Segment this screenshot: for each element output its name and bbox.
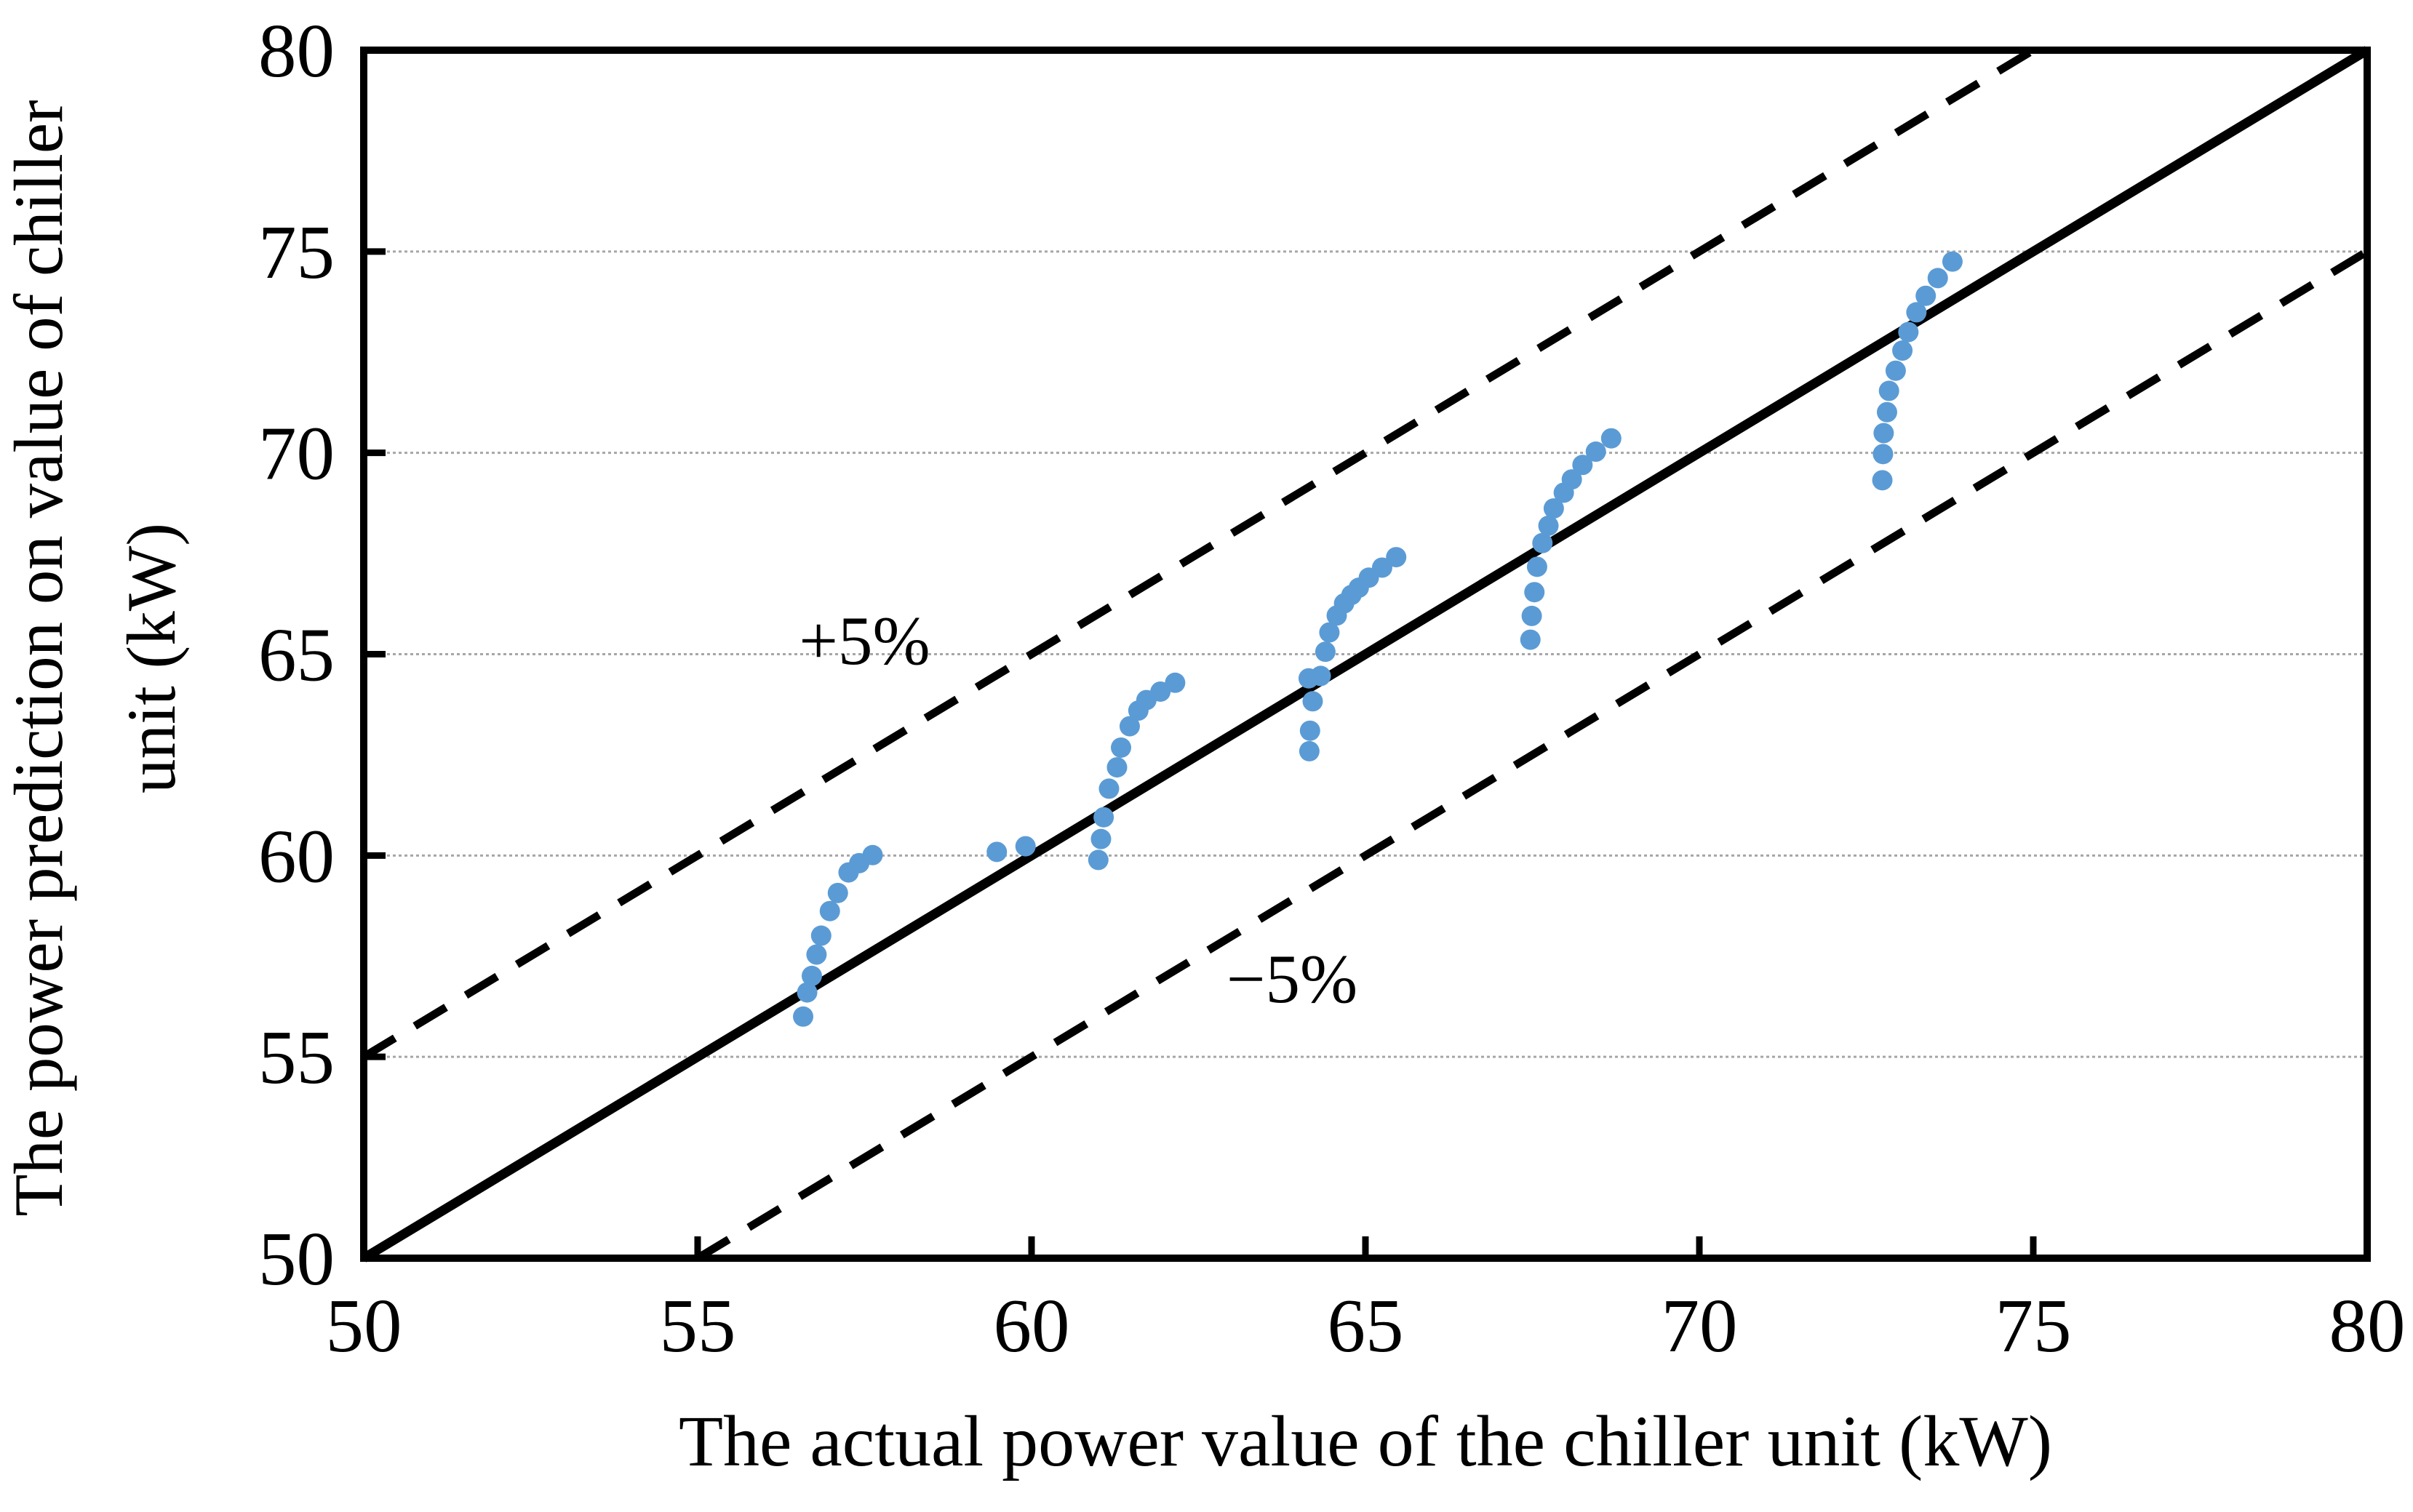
y-axis-tick-label-55: 55: [258, 1015, 335, 1100]
x-axis-tick-label-60: 60: [994, 1283, 1070, 1368]
data-point: [1310, 665, 1331, 687]
data-point: [1165, 672, 1186, 693]
data-point: [1150, 681, 1171, 702]
data-point: [1532, 532, 1553, 553]
data-point: [1885, 360, 1906, 381]
data-point: [1906, 302, 1927, 323]
reference-lines: +5% −5%: [361, 46, 2370, 1263]
axis-labels: 50 55 60 65 70 75 80 50 55 60 65 70 75 80 The actual p…: [0, 8, 2406, 1481]
x-axis-title: The actual power value of the chiller un…: [679, 1401, 2052, 1481]
data-point: [1299, 720, 1320, 741]
x-axis-tick-label-80: 80: [2329, 1283, 2406, 1368]
data-point: [1521, 605, 1542, 626]
data-point: [1106, 757, 1128, 778]
data-point: [793, 1006, 814, 1027]
data-point: [1386, 547, 1407, 568]
ref-line-minus5: [695, 248, 2369, 1262]
y-axis-title-line-1: The power prediction on value of chiller: [0, 100, 77, 1216]
data-point: [1119, 716, 1140, 737]
data-point: [1090, 828, 1112, 849]
data-point: [819, 900, 840, 921]
data-point: [1520, 629, 1541, 650]
y-axis-tick-label-50: 50: [258, 1216, 335, 1301]
data-point: [1524, 582, 1545, 603]
data-point: [1898, 321, 1919, 343]
data-point: [1927, 268, 1948, 289]
data-point: [1585, 441, 1606, 463]
data-point: [986, 841, 1008, 863]
data-point: [810, 925, 831, 946]
data-point: [1371, 557, 1392, 578]
y-axis-title-line-2: unit (kW): [113, 523, 190, 793]
data-point: [1543, 498, 1564, 519]
data-point: [1876, 401, 1897, 423]
data-point: [1538, 515, 1559, 536]
ref-line-plus5: [362, 47, 2035, 1060]
data-point: [1572, 455, 1593, 476]
data-point: [1302, 691, 1323, 712]
x-axis-tick-label-70: 70: [1662, 1283, 1738, 1368]
data-point: [806, 944, 827, 965]
data-point: [1093, 807, 1114, 828]
data-point: [1872, 444, 1894, 465]
ref-line-identity: [361, 46, 2370, 1263]
data-point: [1315, 641, 1336, 663]
y-axis-tick-label-65: 65: [258, 612, 335, 697]
x-axis-tick-label-75: 75: [1995, 1283, 2072, 1368]
data-point: [1892, 340, 1913, 361]
series-chiller-power-prediction-points: [793, 251, 1963, 1027]
data-point: [1878, 380, 1899, 401]
data-point: [1098, 778, 1120, 799]
data-point: [1088, 849, 1109, 871]
data-point: [1015, 836, 1036, 857]
y-axis-tick-label-70: 70: [258, 411, 335, 496]
data-point: [1600, 428, 1622, 449]
x-axis-tick-label-65: 65: [1328, 1283, 1404, 1368]
data-point: [827, 882, 848, 903]
y-axis-tick-label-60: 60: [258, 813, 335, 898]
x-axis-tick-label-55: 55: [660, 1283, 736, 1368]
data-point: [862, 844, 883, 865]
data-point: [1872, 470, 1893, 491]
data-point: [1319, 622, 1340, 643]
y-axis-tick-label-80: 80: [258, 8, 335, 93]
data-point: [1561, 469, 1582, 490]
y-axis-tick-label-75: 75: [258, 209, 335, 295]
data-point: [801, 965, 822, 986]
ref-line-label-minus5: −5%: [1227, 940, 1357, 1017]
data-point: [1873, 423, 1894, 444]
data-point: [1299, 740, 1320, 761]
data-point: [1942, 251, 1963, 272]
ref-line-label-plus5: +5%: [799, 602, 930, 679]
data-point: [1111, 737, 1132, 758]
data-point: [1526, 556, 1547, 577]
data-point: [797, 982, 818, 1003]
data-point: [1915, 285, 1937, 306]
x-axis-tick-label-50: 50: [326, 1283, 402, 1368]
